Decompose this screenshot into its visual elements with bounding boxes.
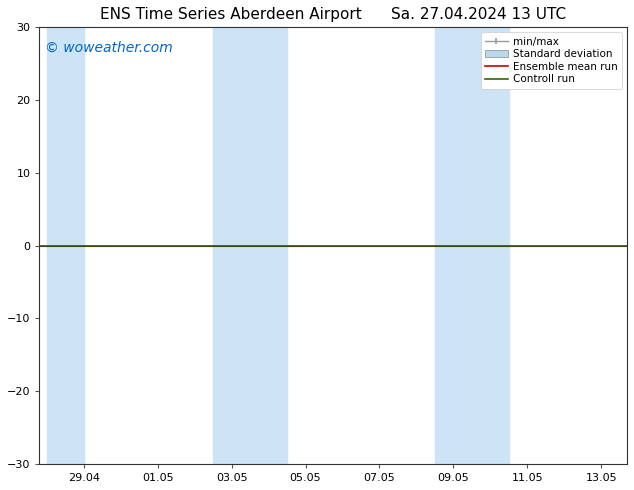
Title: ENS Time Series Aberdeen Airport      Sa. 27.04.2024 13 UTC: ENS Time Series Aberdeen Airport Sa. 27.… — [100, 7, 566, 22]
Bar — [213, 27, 287, 464]
Text: © woweather.com: © woweather.com — [46, 40, 173, 54]
Legend: min/max, Standard deviation, Ensemble mean run, Controll run: min/max, Standard deviation, Ensemble me… — [481, 32, 622, 89]
Bar — [435, 27, 509, 464]
Bar — [47, 27, 84, 464]
